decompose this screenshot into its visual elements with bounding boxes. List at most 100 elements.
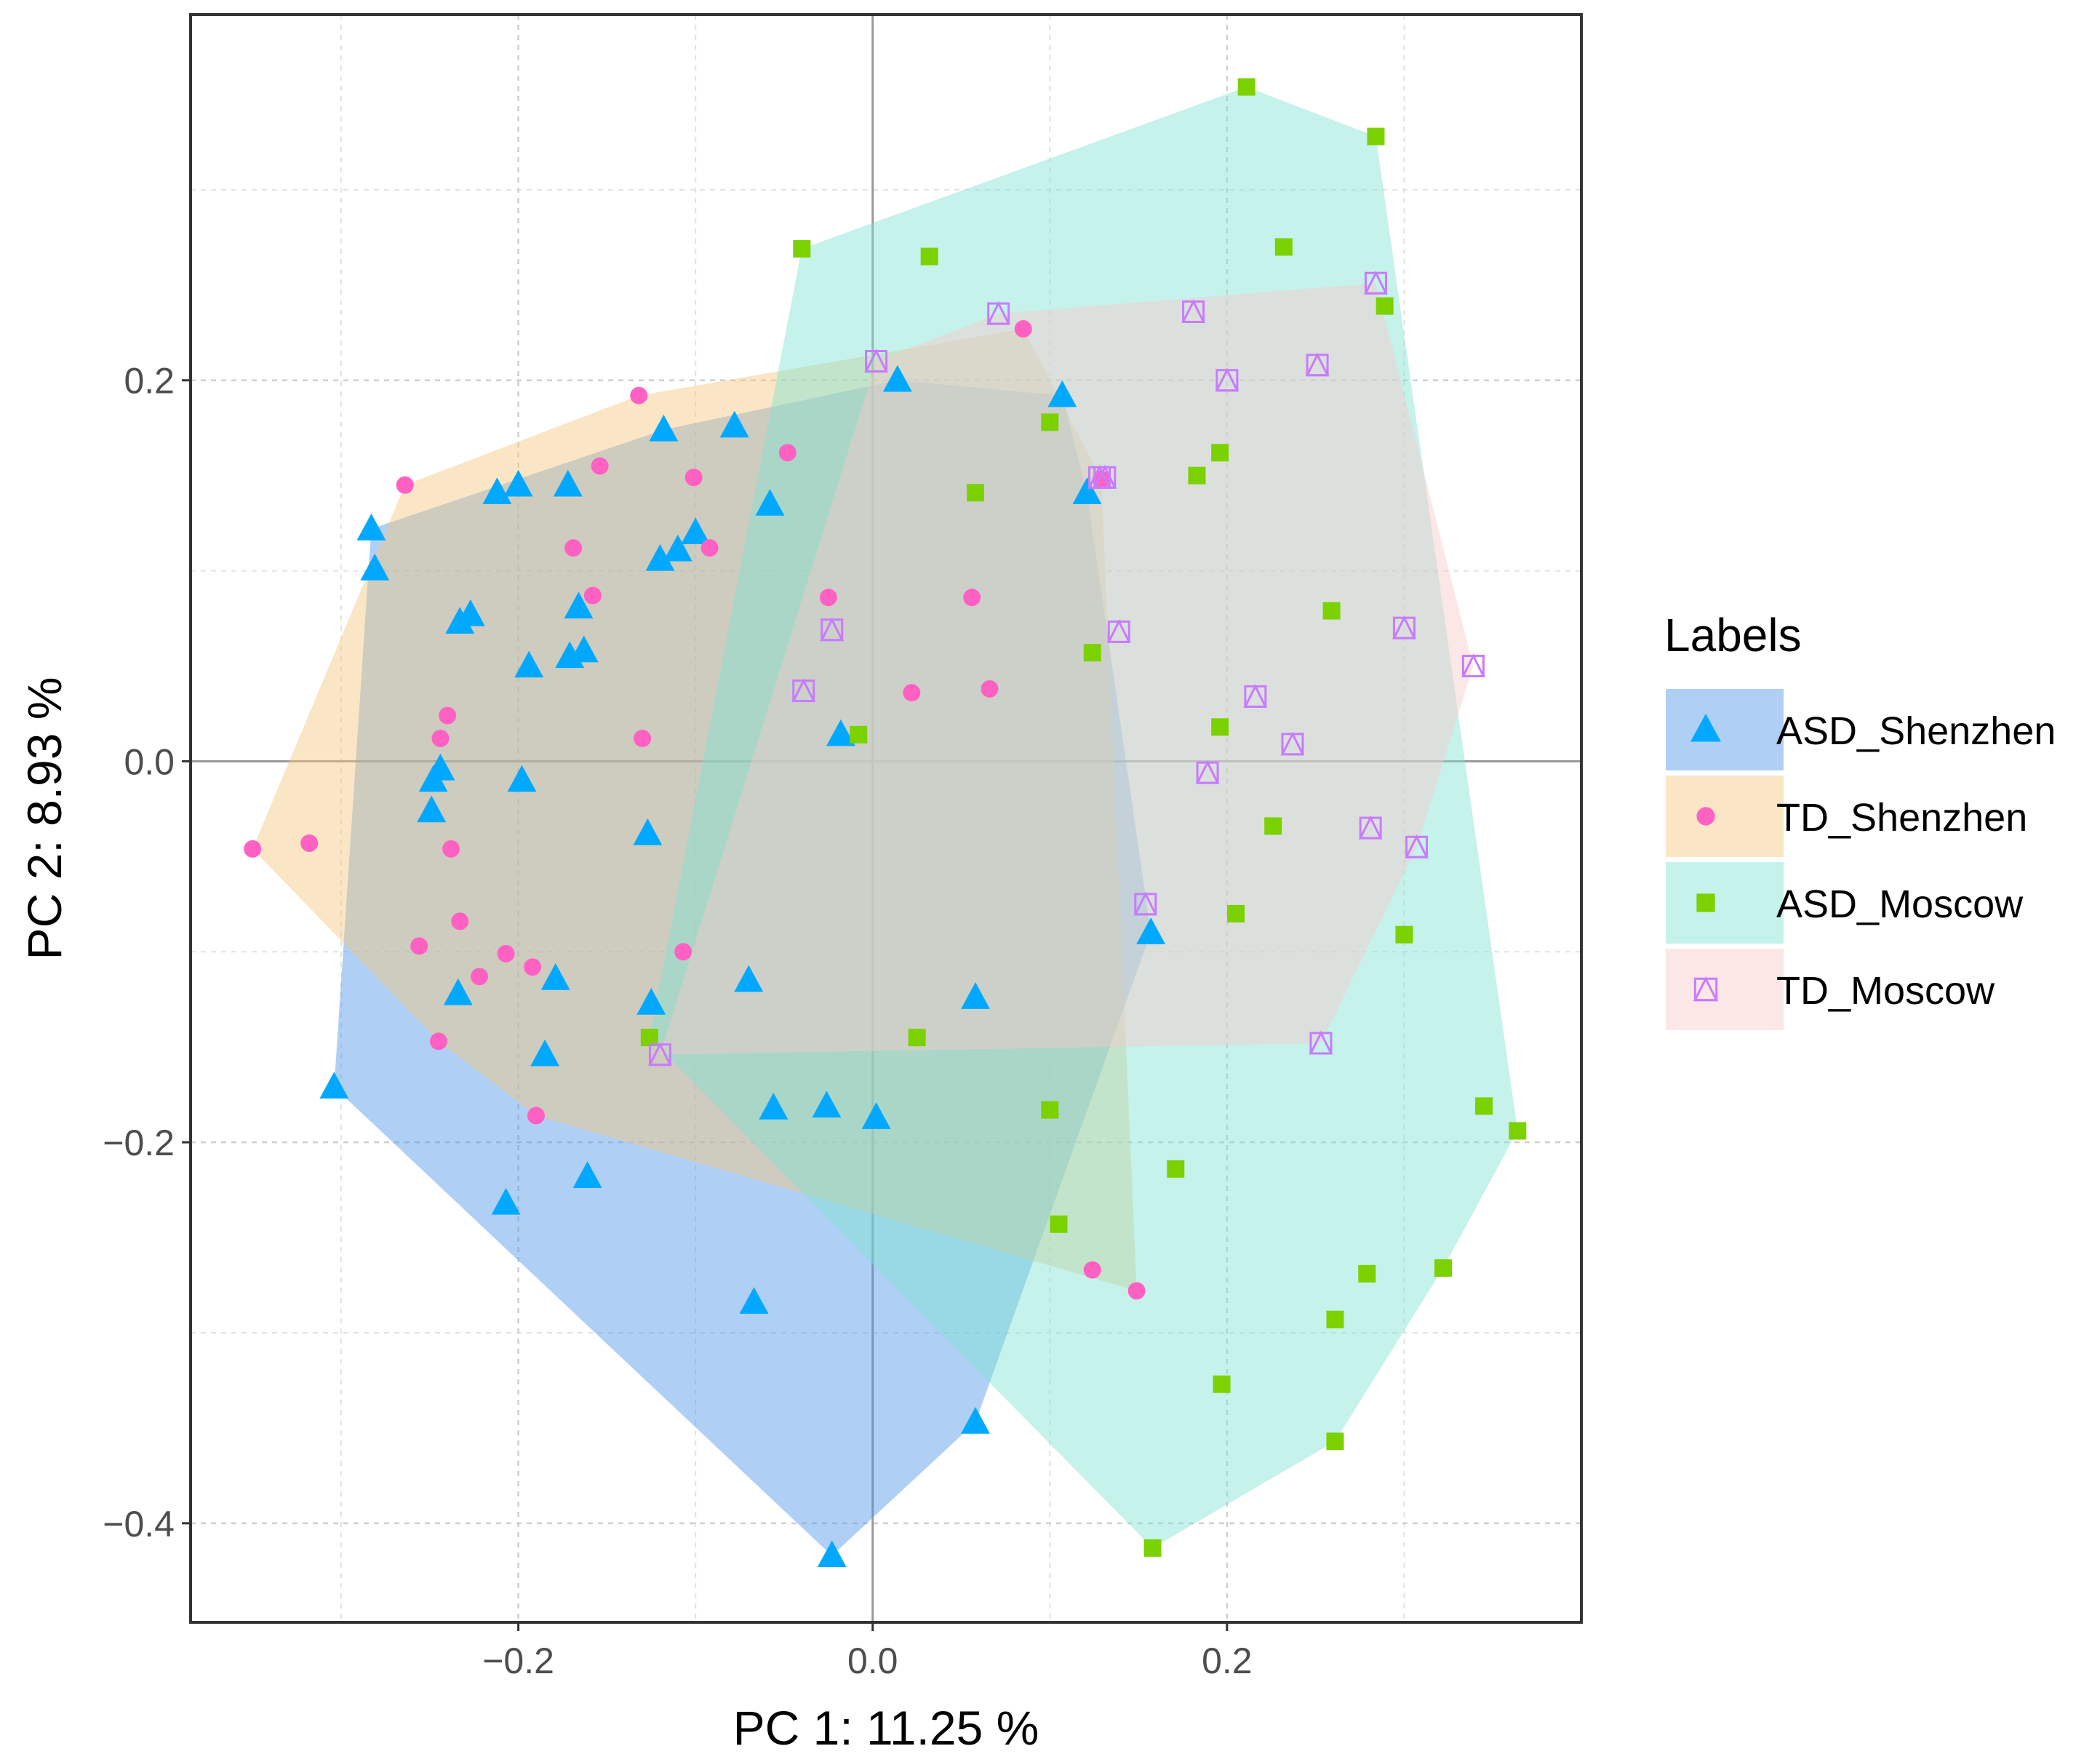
point-td-moscow: [1309, 1030, 1333, 1055]
point-td-shenzhen: [674, 943, 692, 961]
point-asd-shenzhen: [861, 1102, 891, 1129]
reference-lines: [191, 15, 1581, 1622]
point-asd-shenzhen: [1136, 917, 1166, 944]
point-td-shenzhen: [1083, 1261, 1101, 1279]
point-asd-shenzhen: [1072, 477, 1102, 504]
point-asd-moscow: [1434, 1259, 1453, 1277]
legend-td-shenzhen-label: TD_Shenzhen: [1776, 796, 2027, 840]
x-tick-label: 0.2: [1202, 1641, 1253, 1681]
point-td-shenzhen: [630, 386, 648, 404]
point-asd-moscow: [1274, 238, 1293, 256]
point-td-shenzhen: [903, 684, 921, 702]
x-tick-label: 0.0: [847, 1641, 898, 1681]
legend-asd-shenzhen: ASD_Shenzhen: [1666, 689, 2056, 770]
point-asd-moscow: [1367, 127, 1385, 145]
point-td-shenzhen: [963, 589, 981, 607]
point-asd-moscow: [967, 484, 985, 502]
point-asd-shenzhen: [443, 978, 473, 1005]
point-triangle: [1181, 299, 1206, 323]
point-td-moscow: [791, 678, 816, 703]
legend-td-moscow-key: [1666, 949, 1784, 1030]
point-td-shenzhen: [700, 539, 719, 557]
point-td-shenzhen: [244, 840, 262, 858]
point-triangle: [1093, 464, 1117, 489]
point-td-shenzhen: [591, 457, 609, 475]
point-td-moscow: [1093, 464, 1117, 489]
point-asd-shenzhen: [759, 1093, 789, 1120]
legend-td-moscow-marker: [1693, 976, 1719, 1002]
point-td-moscow: [1461, 653, 1485, 678]
point-td-moscow: [1215, 367, 1239, 392]
point-td-shenzhen: [497, 944, 515, 962]
point-td-shenzhen: [471, 968, 489, 986]
point-td-shenzhen: [429, 1032, 447, 1051]
point-td-shenzhen: [1014, 320, 1032, 338]
legend-title: Labels: [1664, 609, 1802, 661]
point-td-moscow: [1243, 684, 1268, 708]
legend-td-moscow: TD_Moscow: [1666, 949, 1995, 1030]
point-asd-shenzhen: [455, 599, 485, 626]
point-asd-shenzhen: [482, 477, 512, 504]
data-points: [244, 78, 1527, 1568]
point-asd-moscow: [640, 1029, 658, 1047]
point-td-moscow: [1364, 270, 1388, 295]
point-asd-shenzhen: [530, 1039, 560, 1067]
point-triangle: [986, 300, 1011, 325]
point-asd-moscow: [1326, 1310, 1344, 1328]
legend-asd-shenzhen-marker: [1690, 713, 1721, 742]
point-td-moscow: [1280, 731, 1305, 756]
y-tick-label: −0.2: [103, 1123, 175, 1163]
point-asd-moscow: [1211, 718, 1229, 736]
point-triangle: [648, 1042, 672, 1067]
x-tick-label: −0.2: [482, 1641, 554, 1681]
point-triangle: [1195, 760, 1220, 784]
x-axis-title: PC 1: 11.25 %: [733, 1701, 1039, 1755]
point-asd-moscow: [1237, 78, 1255, 96]
point-triangle: [791, 678, 816, 703]
point-asd-moscow: [1326, 1432, 1344, 1451]
point-td-shenzhen: [819, 589, 837, 607]
point-td-moscow: [1305, 352, 1330, 377]
point-asd-shenzhen: [734, 965, 764, 992]
point-triangle: [1133, 891, 1158, 916]
point-asd-moscow: [1358, 1264, 1376, 1283]
point-asd-shenzhen: [882, 364, 912, 392]
point-asd-moscow: [793, 240, 811, 258]
point-asd-shenzhen: [633, 818, 663, 845]
group-hulls: [252, 87, 1518, 1556]
y-axis-ticks: −0.4 −0.2 0.0 0.2: [103, 361, 191, 1544]
point-td-moscow: [1392, 615, 1416, 639]
point-td-moscow: [1195, 760, 1220, 784]
point-asd-shenzhen: [739, 1287, 769, 1314]
point-td-shenzhen: [583, 586, 602, 605]
point-asd-shenzhen: [553, 469, 583, 497]
point-asd-moscow: [1211, 444, 1229, 462]
point-asd-shenzhen: [636, 987, 666, 1015]
point-asd-shenzhen: [663, 534, 692, 562]
point-td-moscow: [1358, 815, 1383, 840]
point-asd-shenzhen: [569, 635, 599, 663]
point-asd-moscow: [1376, 297, 1394, 315]
legend-asd-shenzhen-label: ASD_Shenzhen: [1776, 709, 2056, 753]
legend-asd-shenzhen-key: [1666, 689, 1784, 770]
point-asd-shenzhen: [719, 410, 749, 438]
point-td-shenzhen: [1127, 1282, 1146, 1300]
point-asd-shenzhen: [356, 513, 386, 541]
point-td-moscow: [1106, 619, 1131, 643]
point-td-shenzhen: [410, 937, 428, 955]
hull-asd-moscow: [649, 87, 1518, 1548]
y-tick-label: 0.2: [124, 361, 175, 402]
point-asd-moscow: [1143, 1539, 1162, 1557]
point-asd-shenzhen: [817, 1540, 847, 1568]
point-td-shenzhen: [634, 730, 652, 748]
legend-asd-moscow-marker: [1696, 893, 1715, 912]
legend-td-shenzhen-key: [1666, 776, 1784, 857]
point-asd-shenzhen: [572, 1161, 602, 1189]
point-td-shenzhen: [396, 476, 414, 494]
point-td-moscow: [820, 617, 845, 642]
y-tick-label: −0.4: [103, 1504, 175, 1544]
point-asd-shenzhen: [417, 795, 447, 823]
point-asd-shenzhen: [319, 1072, 349, 1099]
legend: Labels ASD_Shenzhen TD_Shenzhen ASD_Moscow…: [1664, 609, 2056, 1030]
point-triangle: [1358, 815, 1383, 840]
